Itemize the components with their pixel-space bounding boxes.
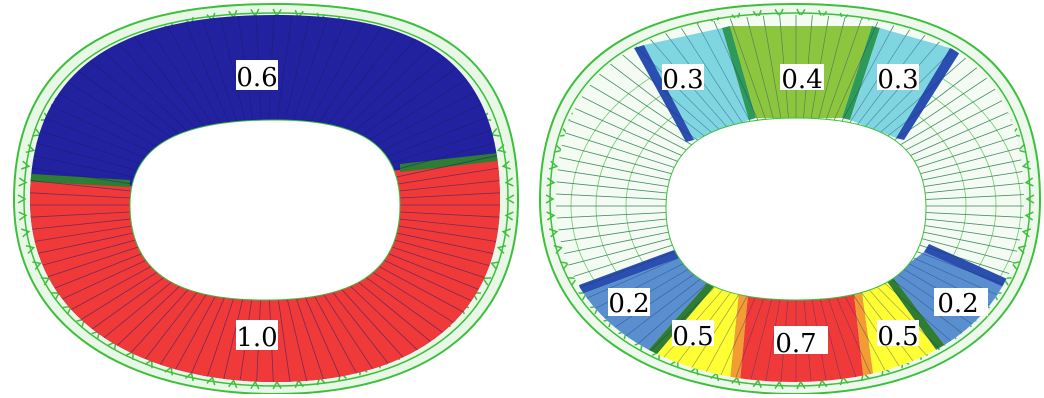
right-label-top-right: 0.3 bbox=[877, 65, 918, 95]
right-frame-tick bbox=[548, 160, 559, 170]
right-inner-opening bbox=[665, 117, 927, 301]
right-sector-bottom-right-orange bbox=[854, 292, 874, 382]
left-frame-tick bbox=[505, 194, 515, 204]
right-frame-tick bbox=[546, 211, 556, 221]
right-sector-bottom-right-green bbox=[886, 276, 950, 358]
right-label-top-center: 0.4 bbox=[781, 65, 822, 95]
right-label-bottom-far-left: 0.2 bbox=[608, 289, 649, 319]
right-label-top-center-bg bbox=[780, 64, 824, 90]
right-sector-ray bbox=[831, 15, 901, 141]
right-frame-tick bbox=[1024, 177, 1034, 187]
right-sector-top-left-edge bbox=[634, 45, 694, 142]
right-label-bottom-center: 0.7 bbox=[775, 329, 816, 359]
left-roof-ray bbox=[196, 15, 245, 143]
right-frame-tick bbox=[774, 380, 784, 390]
right-stadium-diagram: 0.3 0.4 0.3 0.2 0.5 0.7 0.5 0.2 bbox=[534, 0, 1044, 396]
right-sector-ray bbox=[837, 19, 917, 143]
right-sector-ray bbox=[813, 15, 850, 136]
left-frame-tick bbox=[496, 244, 507, 254]
right-label-bottom-left: 0.5 bbox=[672, 322, 713, 352]
left-frame-tick bbox=[40, 277, 51, 286]
left-label-upper: 0.6 bbox=[236, 63, 277, 93]
right-sector-ray bbox=[760, 15, 785, 136]
left-frame-tick bbox=[490, 261, 500, 270]
left-frame-tick bbox=[17, 194, 27, 204]
right-sector-ray bbox=[691, 15, 761, 141]
left-frame-tick bbox=[21, 228, 31, 238]
right-frame-tick bbox=[1021, 228, 1032, 238]
left-roof-ray bbox=[159, 15, 233, 145]
right-label-bottom-far-right: 0.2 bbox=[937, 289, 978, 319]
right-sector-ray bbox=[742, 15, 779, 136]
left-frame-tick bbox=[32, 261, 42, 270]
right-sector-ray bbox=[675, 19, 755, 143]
right-label-bottom-left-bg bbox=[672, 320, 714, 346]
left-roof-ray bbox=[285, 15, 334, 143]
right-sector-ray bbox=[825, 15, 884, 139]
right-label-bottom-far-right-bg bbox=[934, 288, 988, 316]
right-frame-tick bbox=[545, 194, 555, 204]
right-sector-top-left-green bbox=[722, 26, 756, 120]
right-label-top-right-bg bbox=[877, 64, 919, 90]
left-green-band-left bbox=[30, 172, 130, 187]
left-frame-tick bbox=[496, 144, 507, 154]
right-frame-tick bbox=[546, 177, 556, 187]
left-stadium-diagram: 0.6 1.0 bbox=[0, 0, 524, 396]
right-label-bottom-right: 0.5 bbox=[877, 322, 918, 352]
left-roof-ray bbox=[178, 15, 239, 144]
left-label-lower-bg bbox=[236, 320, 278, 350]
right-sector-bottom-far-left-green bbox=[644, 278, 718, 360]
left-label-lower: 1.0 bbox=[236, 323, 277, 353]
left-frame-tick bbox=[504, 211, 514, 221]
left-stadium-svg: 0.6 1.0 bbox=[12, 2, 520, 396]
left-frame-tick bbox=[501, 160, 511, 170]
left-frame-tick bbox=[21, 160, 31, 170]
right-sector-top-right-green bbox=[842, 26, 880, 120]
left-roof-ray bbox=[279, 15, 315, 142]
left-frame-tick bbox=[25, 144, 36, 154]
left-label-upper-bg bbox=[236, 60, 278, 90]
left-frame-tick bbox=[250, 380, 260, 390]
right-stadium-svg: 0.3 0.4 0.3 0.2 0.5 0.7 0.5 0.2 bbox=[538, 2, 1042, 396]
right-label-bottom-far-left-bg bbox=[608, 288, 650, 316]
right-frame-tick bbox=[548, 228, 559, 238]
right-sector-bottom-left-orange bbox=[730, 292, 748, 382]
right-sector-ray bbox=[708, 15, 767, 139]
right-frame-tick bbox=[1024, 211, 1034, 221]
right-label-bottom-right-bg bbox=[877, 320, 919, 346]
right-sector-ray bbox=[725, 15, 773, 138]
right-label-top-left: 0.3 bbox=[662, 65, 703, 95]
right-outer-frame-inner-line bbox=[549, 12, 1031, 387]
right-frame-tick bbox=[553, 244, 563, 254]
left-frame-tick bbox=[206, 375, 216, 386]
right-sector-ray bbox=[819, 15, 867, 138]
right-frame-tick bbox=[1025, 194, 1035, 204]
left-frame-tick bbox=[18, 177, 28, 187]
left-roof-ray bbox=[215, 15, 251, 142]
left-frame-tick bbox=[228, 378, 238, 389]
right-sector-top-right-edge bbox=[896, 48, 960, 140]
left-roof-ray bbox=[273, 15, 295, 141]
right-frame-tick bbox=[1021, 160, 1032, 170]
right-sector-bottom-far-left-edge bbox=[579, 250, 679, 294]
left-frame-tick bbox=[25, 244, 36, 254]
right-frame-tick bbox=[1017, 244, 1027, 254]
left-frame-tick bbox=[501, 228, 511, 238]
left-frame-tick bbox=[18, 211, 28, 221]
left-green-band-right bbox=[400, 150, 500, 172]
right-label-bottom-center-bg bbox=[774, 326, 828, 354]
left-frame-tick bbox=[504, 177, 514, 187]
right-sector-bottom-far-right-edge bbox=[924, 244, 1014, 290]
left-inner-opening bbox=[129, 119, 401, 301]
right-label-top-left-bg bbox=[662, 64, 704, 90]
